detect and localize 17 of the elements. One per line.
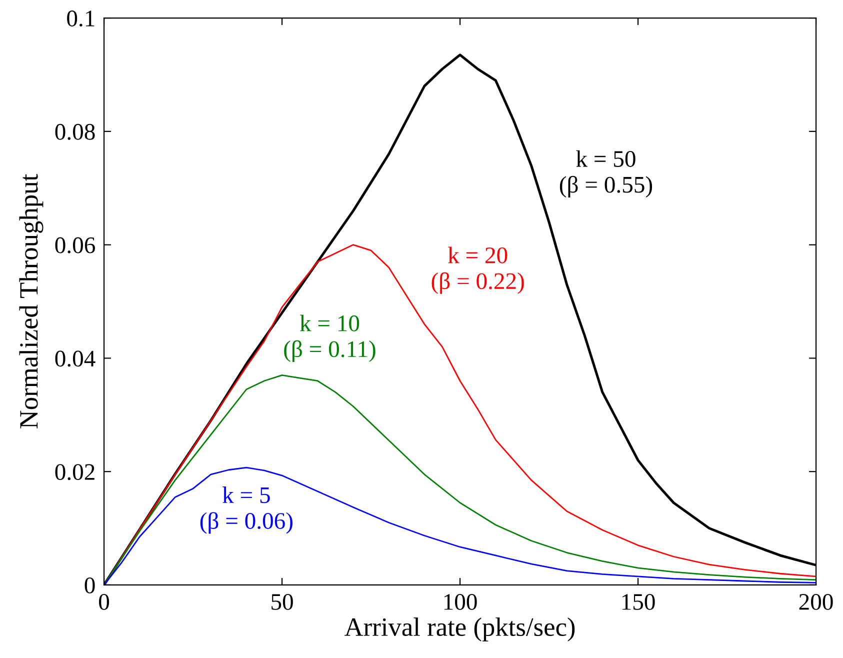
x-tick-label: 200 [799,594,833,610]
series-label: k = 20 (β = 0.22) [432,246,524,294]
x-tick-label: 150 [622,594,655,610]
x-tick-label: 0 [99,594,110,610]
series-label: k = 5 (β = 0.06) [200,486,292,534]
x-tick-label: 100 [444,594,477,610]
x-axis-title: Arrival rate (pkts/sec) [344,617,575,642]
y-axis-title: Normalized Throughput [19,174,44,428]
series-label: k = 10 (β = 0.11) [284,314,376,362]
y-tick-label: 0.06 [55,237,95,254]
y-tick-label: 0.04 [55,350,96,367]
y-tick-label: 0.02 [55,464,94,480]
y-tick-label: 0.08 [55,124,95,140]
y-tick-label: 0.1 [67,10,94,27]
x-tick-label: 50 [272,594,293,610]
series-label: k = 50 (β = 0.55) [560,150,652,198]
y-tick-label: 0 [84,577,95,594]
